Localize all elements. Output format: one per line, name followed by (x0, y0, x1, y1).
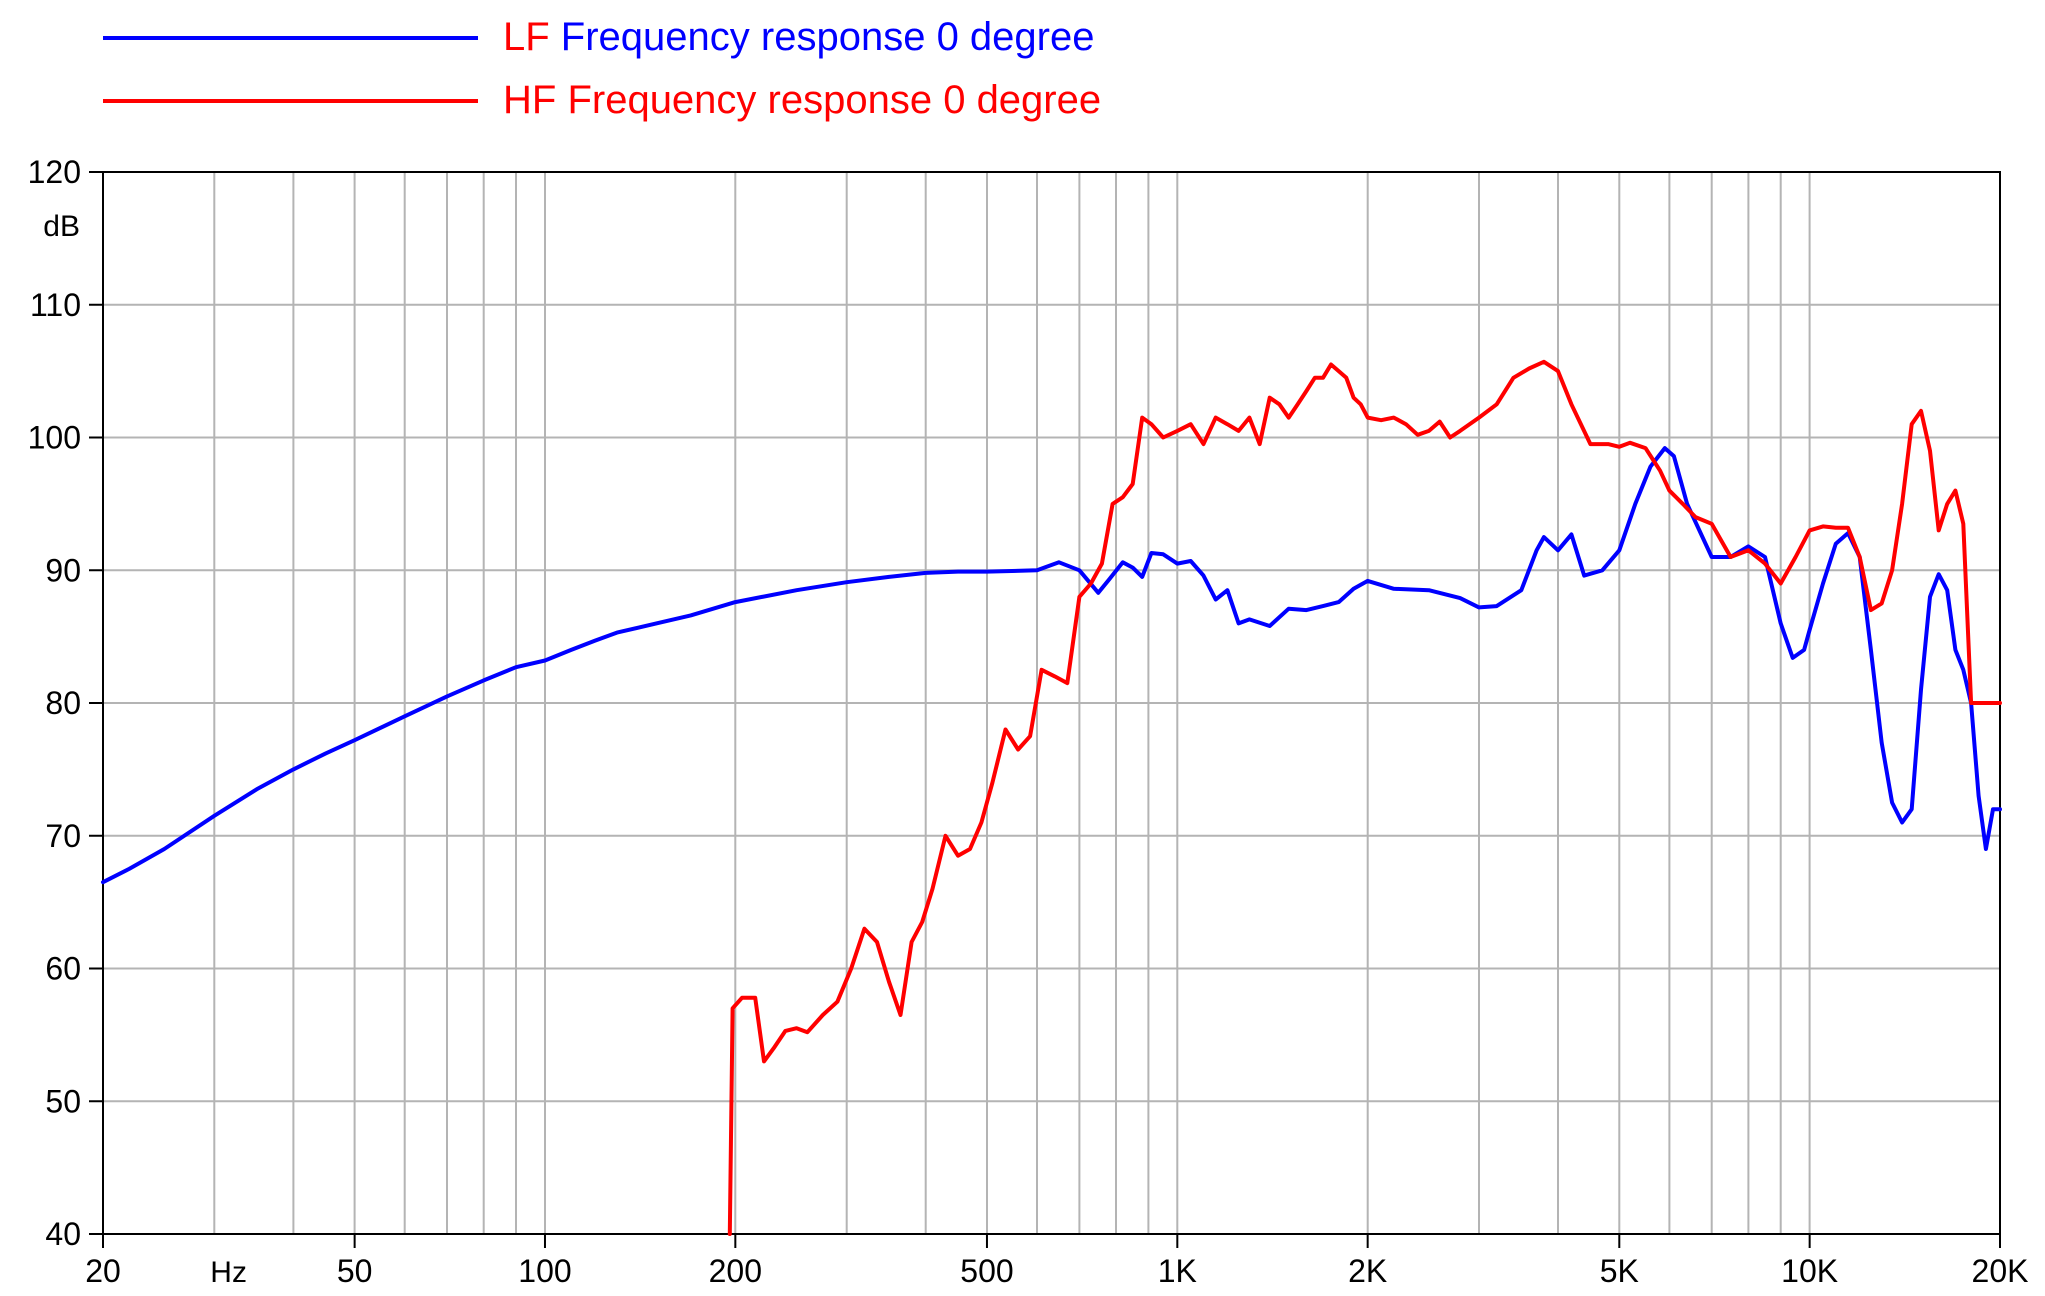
y-tick-label: 50 (45, 1083, 81, 1119)
series-line-hf (727, 359, 2002, 1236)
y-tick-label: 40 (45, 1216, 81, 1252)
x-tick-label: 200 (709, 1253, 762, 1289)
legend-entry-part: Frequency response 0 degree (550, 15, 1095, 59)
y-gridlines (103, 303, 2000, 1103)
x-tick-label: 5K (1600, 1253, 1639, 1289)
x-tick-label: 10K (1781, 1253, 1838, 1289)
legend-entry-part: HF (503, 78, 556, 122)
x-tick-label: 100 (518, 1253, 571, 1289)
x-tick-label: 20K (1972, 1253, 2029, 1289)
y-tick-label: 60 (45, 951, 81, 987)
y-unit-label: dB (43, 210, 80, 243)
x-tick-labels: 20 50 100 200 500 1K 2K 5K 10K 20K (85, 1234, 2028, 1289)
x-tick-label: 1K (1158, 1253, 1197, 1289)
y-tick-label: 90 (45, 552, 81, 588)
legend-entry-part: Frequency response 0 degree (556, 78, 1101, 122)
legend-entry-text: LF Frequency response 0 degree (503, 15, 1094, 59)
y-tick-label: 110 (30, 287, 81, 323)
y-tick-labels: 40 50 60 70 80 90 100 110 120 (28, 154, 103, 1252)
legend-entry-part: LF (503, 15, 550, 59)
series-layer (101, 359, 2002, 1236)
series-line-lf (101, 446, 2002, 885)
y-tick-label: 120 (28, 154, 81, 190)
x-tick-label: 500 (960, 1253, 1013, 1289)
x-tick-label: 20 (85, 1253, 121, 1289)
x-tick-label: 2K (1348, 1253, 1387, 1289)
legend-entry-text: HF Frequency response 0 degree (503, 78, 1101, 122)
x-tick-label: 50 (337, 1253, 373, 1289)
y-tick-label: 80 (45, 685, 81, 721)
x-unit-label: Hz (210, 1256, 247, 1289)
y-tick-label: 70 (45, 818, 81, 854)
y-tick-label: 100 (28, 420, 81, 456)
